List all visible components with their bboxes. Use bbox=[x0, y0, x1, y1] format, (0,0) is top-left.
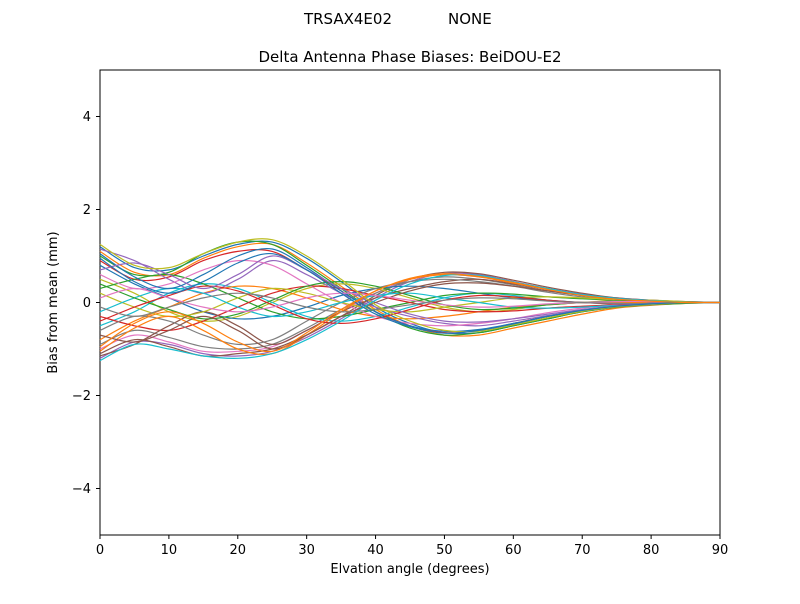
series-line bbox=[99, 273, 721, 353]
x-tick-label: 10 bbox=[161, 543, 178, 558]
series-line bbox=[99, 252, 721, 334]
y-tick-label: −4 bbox=[72, 482, 91, 497]
series-line bbox=[99, 292, 721, 318]
y-axis-ticks: −4 −2 0 2 4 bbox=[72, 110, 100, 497]
series-lines bbox=[99, 238, 721, 362]
x-tick-label: 40 bbox=[367, 543, 384, 558]
suptitle-left: TRSAX4E02 bbox=[303, 10, 392, 28]
y-tick-label: 4 bbox=[83, 110, 91, 125]
axes-title: Delta Antenna Phase Biases: BeiDOU-E2 bbox=[259, 48, 562, 66]
x-tick-label: 70 bbox=[574, 543, 591, 558]
x-tick-label: 60 bbox=[505, 543, 522, 558]
x-tick-label: 20 bbox=[230, 543, 247, 558]
y-tick-label: −2 bbox=[72, 389, 91, 404]
suptitle-right: NONE bbox=[448, 10, 492, 28]
y-axis-label: Bias from mean (mm) bbox=[46, 231, 61, 373]
x-tick-label: 80 bbox=[643, 543, 660, 558]
x-tick-label: 90 bbox=[712, 543, 729, 558]
x-tick-label: 0 bbox=[96, 543, 104, 558]
series-line bbox=[99, 273, 721, 362]
x-tick-label: 30 bbox=[298, 543, 315, 558]
y-tick-label: 0 bbox=[83, 296, 91, 311]
x-tick-label: 50 bbox=[436, 543, 453, 558]
series-line bbox=[99, 287, 721, 313]
y-tick-label: 2 bbox=[83, 203, 91, 218]
x-axis-label: Elvation angle (degrees) bbox=[330, 562, 489, 577]
x-axis-ticks: 0 10 20 30 40 50 60 70 80 90 bbox=[96, 535, 728, 558]
